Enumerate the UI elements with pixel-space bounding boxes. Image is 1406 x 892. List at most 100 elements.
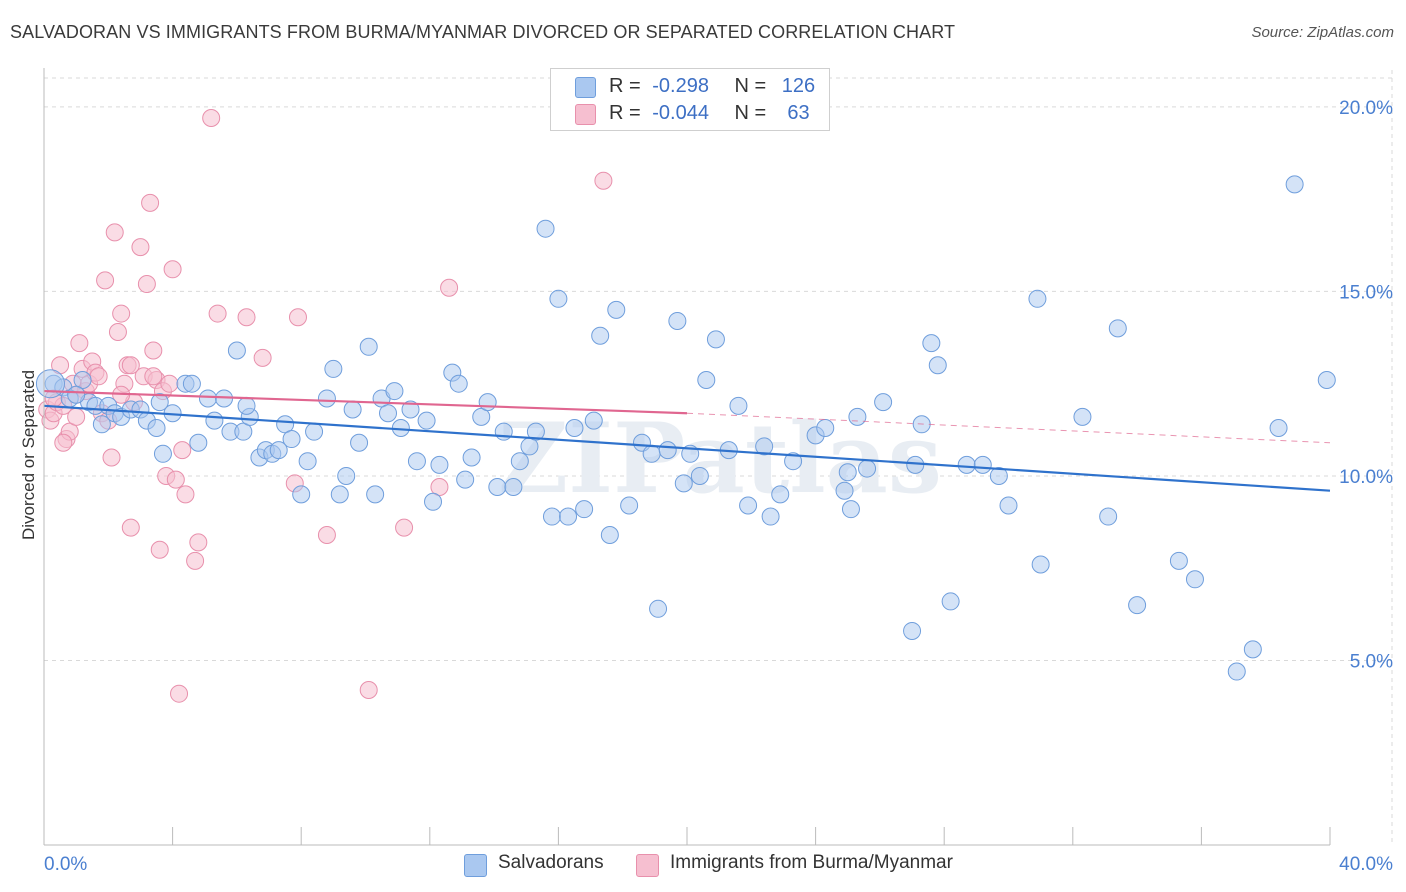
data-point-burma bbox=[440, 278, 459, 297]
data-point-salvadoran bbox=[874, 393, 893, 412]
data-point-salvadoran bbox=[620, 496, 639, 515]
trend-line-salvadorans bbox=[43, 404, 1331, 492]
data-point-salvadoran bbox=[92, 415, 111, 434]
correlation-legend: R = -0.298 N = 126 R = -0.044 N = 63 bbox=[550, 68, 830, 131]
data-point-salvadoran bbox=[488, 478, 507, 497]
grid-lines bbox=[44, 70, 1393, 845]
data-point-salvadoran bbox=[658, 441, 677, 460]
data-point-salvadoran bbox=[150, 393, 169, 412]
series-legend: Salvadorans Immigrants from Burma/Myanma… bbox=[0, 852, 1406, 878]
data-point-salvadoran bbox=[153, 444, 172, 463]
data-point-salvadoran bbox=[858, 459, 877, 478]
legend-n-label: N = bbox=[734, 75, 767, 97]
data-point-salvadoran bbox=[903, 621, 922, 640]
data-point-salvadoran bbox=[542, 507, 561, 526]
data-point-salvadoran bbox=[317, 389, 336, 408]
data-point-salvadoran bbox=[227, 341, 246, 360]
data-point-salvadoran bbox=[337, 466, 356, 485]
data-point-burma bbox=[166, 470, 185, 489]
data-point-burma bbox=[89, 367, 108, 386]
legend-n-value: 126 bbox=[781, 75, 816, 97]
data-point-burma bbox=[170, 684, 189, 703]
data-point-burma bbox=[288, 308, 307, 327]
data-point-salvadoran bbox=[324, 359, 343, 378]
data-point-salvadoran bbox=[989, 466, 1008, 485]
data-point-salvadoran bbox=[449, 374, 468, 393]
data-point-salvadoran bbox=[343, 400, 362, 419]
legend-label-burma: Immigrants from Burma/Myanmar bbox=[670, 852, 953, 873]
data-point-salvadoran bbox=[417, 411, 436, 430]
data-point-salvadoran bbox=[366, 485, 385, 504]
data-point-salvadoran bbox=[957, 455, 976, 474]
y-tick-label: 5.0% bbox=[1350, 651, 1393, 672]
data-point-salvadoran bbox=[697, 371, 716, 389]
data-point-salvadoran bbox=[456, 470, 475, 489]
data-point-salvadoran bbox=[1285, 175, 1304, 194]
data-point-salvadoran bbox=[430, 455, 449, 474]
data-point-salvadoran bbox=[379, 404, 398, 423]
legend-n-label: N = bbox=[734, 102, 767, 124]
data-point-salvadoran bbox=[591, 326, 610, 345]
data-point-salvadoran bbox=[1031, 555, 1050, 574]
data-point-burma bbox=[121, 356, 140, 375]
data-point-burma bbox=[395, 518, 414, 537]
data-point-salvadoran bbox=[642, 444, 661, 463]
data-point-salvadoran bbox=[565, 418, 584, 437]
watermark-text: ZIPatlas bbox=[498, 402, 942, 515]
data-point-salvadoran bbox=[755, 437, 774, 456]
data-point-burma bbox=[163, 260, 182, 279]
data-point-salvadoran bbox=[1169, 551, 1188, 570]
data-point-burma bbox=[186, 551, 205, 570]
data-point-salvadoran bbox=[189, 433, 208, 452]
data-point-burma bbox=[141, 193, 160, 212]
data-point-salvadoran bbox=[504, 478, 523, 497]
data-point-salvadoran bbox=[182, 374, 201, 393]
y-tick-label: 20.0% bbox=[1339, 98, 1393, 119]
data-point-burma bbox=[317, 526, 336, 544]
data-point-salvadoran bbox=[999, 496, 1018, 515]
data-point-burma bbox=[108, 323, 127, 342]
source-label: Source: ZipAtlas.com bbox=[1251, 24, 1394, 41]
data-point-salvadoran bbox=[198, 389, 217, 408]
data-point-burma bbox=[237, 308, 256, 327]
data-point-salvadoran bbox=[816, 418, 835, 437]
data-point-salvadoran bbox=[838, 463, 857, 482]
data-point-burma bbox=[70, 334, 89, 353]
data-point-salvadoran bbox=[549, 289, 568, 308]
legend-swatch-pink bbox=[575, 104, 596, 125]
data-point-salvadoran bbox=[607, 300, 626, 319]
watermark: ZIPatlas bbox=[498, 402, 942, 515]
data-point-salvadoran bbox=[690, 466, 709, 485]
data-point-salvadoran bbox=[282, 430, 301, 449]
data-point-salvadoran bbox=[67, 385, 86, 404]
legend-r-value: -0.298 bbox=[652, 75, 709, 97]
data-point-salvadoran bbox=[559, 507, 578, 526]
data-point-salvadoran bbox=[835, 481, 854, 500]
data-point-salvadoran bbox=[401, 400, 420, 419]
data-point-salvadoran bbox=[1227, 662, 1246, 681]
data-point-salvadoran bbox=[385, 382, 404, 401]
data-point-burma bbox=[253, 348, 272, 367]
trend-line-burma-extension bbox=[686, 412, 1331, 444]
data-point-salvadoran bbox=[848, 407, 867, 426]
data-point-salvadoran bbox=[575, 500, 594, 519]
data-point-burma bbox=[359, 681, 378, 699]
data-point-salvadoran bbox=[739, 496, 758, 515]
data-point-salvadoran bbox=[407, 452, 426, 471]
data-point-salvadoran bbox=[1317, 371, 1336, 389]
data-point-burma bbox=[131, 238, 150, 257]
data-point-salvadoran-large bbox=[35, 369, 65, 399]
legend-r-label: R = bbox=[609, 75, 641, 97]
x-tick-label: 0.0% bbox=[44, 854, 87, 875]
data-point-salvadoran bbox=[1269, 418, 1288, 437]
data-point-salvadoran bbox=[305, 422, 324, 441]
data-point-burma bbox=[112, 304, 131, 323]
legend-swatch-blue bbox=[575, 77, 596, 98]
data-point-salvadoran bbox=[536, 219, 555, 238]
data-point-salvadoran bbox=[674, 474, 693, 493]
data-point-salvadoran bbox=[298, 452, 317, 471]
data-point-salvadoran bbox=[1073, 407, 1092, 426]
data-point-salvadoran bbox=[922, 334, 941, 353]
data-point-burma bbox=[208, 304, 227, 323]
